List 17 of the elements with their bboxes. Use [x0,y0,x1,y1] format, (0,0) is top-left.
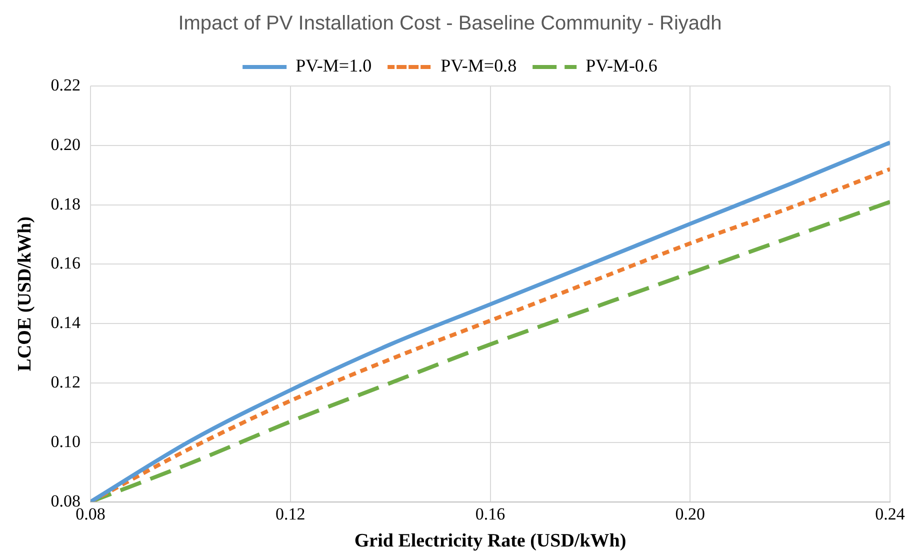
legend-label: PV-M-0.6 [586,56,658,76]
y-tick-label: 0.18 [50,194,81,214]
chart-title: Impact of PV Installation Cost - Baseline Community - Riyadh [178,12,722,35]
y-tick-label: 0.16 [50,254,81,273]
x-tick-label: 0.16 [475,504,506,524]
y-tick-label: 0.14 [50,313,82,332]
y-axis-title: LCOE (USD/kWh) [14,216,36,372]
legend-label: PV-M=1.0 [296,56,372,76]
legend-label: PV-M=0.8 [440,56,517,76]
x-tick-label: 0.20 [675,504,706,524]
y-tick-label: 0.20 [50,134,81,154]
x-axis-title: Grid Electricity Rate (USD/kWh) [354,530,626,552]
y-tick-label: 0.22 [50,75,81,94]
y-tick-label: 0.10 [50,432,81,451]
y-tick-label: 0.12 [50,372,81,392]
x-tick-label: 0.24 [875,504,906,524]
x-tick-label: 0.12 [276,504,306,524]
